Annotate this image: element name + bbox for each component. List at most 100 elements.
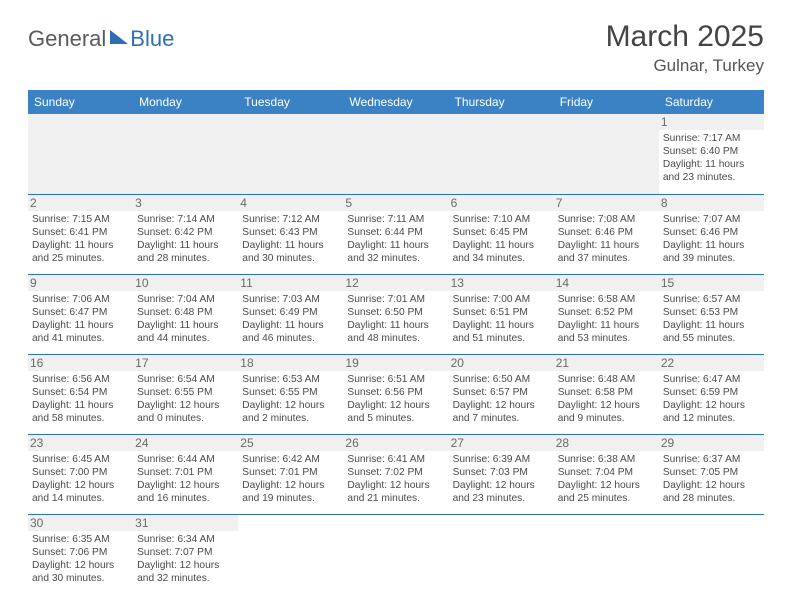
day-number: 18 — [238, 355, 343, 371]
daylight-line: Daylight: 12 hours and 14 minutes. — [32, 479, 129, 505]
day-number: 16 — [28, 355, 133, 371]
day-info: Sunrise: 6:50 AMSunset: 6:57 PMDaylight:… — [453, 373, 550, 425]
calendar-day-cell: 16Sunrise: 6:56 AMSunset: 6:54 PMDayligh… — [28, 354, 133, 434]
daylight-line: Daylight: 11 hours and 23 minutes. — [663, 158, 760, 184]
day-info: Sunrise: 6:42 AMSunset: 7:01 PMDaylight:… — [242, 453, 339, 505]
daylight-line: Daylight: 11 hours and 39 minutes. — [663, 239, 760, 265]
sunset-line: Sunset: 6:40 PM — [663, 145, 760, 158]
day-number: 13 — [449, 275, 554, 291]
daylight-line: Daylight: 12 hours and 28 minutes. — [663, 479, 760, 505]
calendar-day-cell: 12Sunrise: 7:01 AMSunset: 6:50 PMDayligh… — [343, 274, 448, 354]
calendar-day-cell: 10Sunrise: 7:04 AMSunset: 6:48 PMDayligh… — [133, 274, 238, 354]
sunset-line: Sunset: 7:05 PM — [663, 466, 760, 479]
daylight-line: Daylight: 12 hours and 16 minutes. — [137, 479, 234, 505]
daylight-line: Daylight: 12 hours and 21 minutes. — [347, 479, 444, 505]
sunset-line: Sunset: 6:55 PM — [242, 386, 339, 399]
calendar-day-cell: 4Sunrise: 7:12 AMSunset: 6:43 PMDaylight… — [238, 194, 343, 274]
sunrise-line: Sunrise: 6:38 AM — [558, 453, 655, 466]
logo: General Blue — [28, 26, 174, 52]
header: General Blue March 2025 Gulnar, Turkey — [28, 20, 764, 76]
day-number: 2 — [28, 195, 133, 211]
sunrise-line: Sunrise: 6:50 AM — [453, 373, 550, 386]
sunset-line: Sunset: 6:53 PM — [663, 306, 760, 319]
sunrise-line: Sunrise: 7:17 AM — [663, 132, 760, 145]
day-info: Sunrise: 6:58 AMSunset: 6:52 PMDaylight:… — [558, 293, 655, 345]
day-number: 12 — [343, 275, 448, 291]
weekday-header: Tuesday — [238, 90, 343, 114]
sunset-line: Sunset: 6:47 PM — [32, 306, 129, 319]
sunrise-line: Sunrise: 6:57 AM — [663, 293, 760, 306]
sunset-line: Sunset: 6:58 PM — [558, 386, 655, 399]
sunrise-line: Sunrise: 6:54 AM — [137, 373, 234, 386]
calendar-table: SundayMondayTuesdayWednesdayThursdayFrid… — [28, 90, 764, 594]
sunrise-line: Sunrise: 7:08 AM — [558, 213, 655, 226]
calendar-day-cell: 25Sunrise: 6:42 AMSunset: 7:01 PMDayligh… — [238, 434, 343, 514]
calendar-day-cell: 11Sunrise: 7:03 AMSunset: 6:49 PMDayligh… — [238, 274, 343, 354]
weekday-header: Friday — [554, 90, 659, 114]
day-number: 15 — [659, 275, 764, 291]
daylight-line: Daylight: 11 hours and 51 minutes. — [453, 319, 550, 345]
day-number: 27 — [449, 435, 554, 451]
calendar-head: SundayMondayTuesdayWednesdayThursdayFrid… — [28, 90, 764, 114]
day-info: Sunrise: 7:10 AMSunset: 6:45 PMDaylight:… — [453, 213, 550, 265]
location: Gulnar, Turkey — [606, 56, 764, 76]
calendar-day-cell: 1 Sunrise: 7:17 AMSunset: 6:40 PMDaylight… — [659, 114, 764, 194]
month-title: March 2025 — [606, 20, 764, 54]
sunset-line: Sunset: 7:02 PM — [347, 466, 444, 479]
calendar-day-cell: 15 Sunrise: 6:57 AMSunset: 6:53 PMDayligh… — [659, 274, 764, 354]
weekday-header: Saturday — [659, 90, 764, 114]
sunset-line: Sunset: 6:44 PM — [347, 226, 444, 239]
day-number: 10 — [133, 275, 238, 291]
sunset-line: Sunset: 6:43 PM — [242, 226, 339, 239]
daylight-line: Daylight: 12 hours and 30 minutes. — [32, 559, 129, 585]
sunrise-line: Sunrise: 7:04 AM — [137, 293, 234, 306]
calendar-day-cell: 18 Sunrise: 6:53 AMSunset: 6:55 PMDayligh… — [238, 354, 343, 434]
day-info: Sunrise: 7:17 AMSunset: 6:40 PMDaylight:… — [663, 132, 760, 184]
day-info: Sunrise: 7:06 AMSunset: 6:47 PMDaylight:… — [32, 293, 129, 345]
daylight-line: Daylight: 11 hours and 37 minutes. — [558, 239, 655, 265]
sunrise-line: Sunrise: 7:10 AM — [453, 213, 550, 226]
day-info: Sunrise: 6:51 AMSunset: 6:56 PMDaylight:… — [347, 373, 444, 425]
calendar-blank-cell — [238, 514, 343, 594]
day-number: 7 — [554, 195, 659, 211]
calendar-day-cell: 7Sunrise: 7:08 AMSunset: 6:46 PMDaylight… — [554, 194, 659, 274]
day-info: Sunrise: 6:53 AMSunset: 6:55 PMDaylight:… — [242, 373, 339, 425]
calendar-day-cell: 2Sunrise: 7:15 AMSunset: 6:41 PMDaylight… — [28, 194, 133, 274]
daylight-line: Daylight: 12 hours and 12 minutes. — [663, 399, 760, 425]
sunrise-line: Sunrise: 6:39 AM — [453, 453, 550, 466]
sunset-line: Sunset: 6:52 PM — [558, 306, 655, 319]
calendar-day-cell: 13Sunrise: 7:00 AMSunset: 6:51 PMDayligh… — [449, 274, 554, 354]
day-info: Sunrise: 6:57 AMSunset: 6:53 PMDaylight:… — [663, 293, 760, 345]
daylight-line: Daylight: 11 hours and 55 minutes. — [663, 319, 760, 345]
day-number: 22 — [659, 355, 764, 371]
day-number: 3 — [133, 195, 238, 211]
daylight-line: Daylight: 12 hours and 0 minutes. — [137, 399, 234, 425]
calendar-blank-cell — [554, 114, 659, 194]
day-number: 5 — [343, 195, 448, 211]
day-info: Sunrise: 6:35 AMSunset: 7:06 PMDaylight:… — [32, 533, 129, 585]
calendar-day-cell: 24Sunrise: 6:44 AMSunset: 7:01 PMDayligh… — [133, 434, 238, 514]
daylight-line: Daylight: 11 hours and 34 minutes. — [453, 239, 550, 265]
calendar-day-cell: 31Sunrise: 6:34 AMSunset: 7:07 PMDayligh… — [133, 514, 238, 594]
daylight-line: Daylight: 11 hours and 46 minutes. — [242, 319, 339, 345]
title-block: March 2025 Gulnar, Turkey — [606, 20, 764, 76]
day-info: Sunrise: 7:03 AMSunset: 6:49 PMDaylight:… — [242, 293, 339, 345]
day-number: 19 — [343, 355, 448, 371]
day-info: Sunrise: 6:48 AMSunset: 6:58 PMDaylight:… — [558, 373, 655, 425]
daylight-line: Daylight: 11 hours and 30 minutes. — [242, 239, 339, 265]
daylight-line: Daylight: 12 hours and 2 minutes. — [242, 399, 339, 425]
calendar-day-cell: 20Sunrise: 6:50 AMSunset: 6:57 PMDayligh… — [449, 354, 554, 434]
sunrise-line: Sunrise: 6:56 AM — [32, 373, 129, 386]
day-info: Sunrise: 7:07 AMSunset: 6:46 PMDaylight:… — [663, 213, 760, 265]
calendar-day-cell: 23Sunrise: 6:45 AMSunset: 7:00 PMDayligh… — [28, 434, 133, 514]
day-number: 31 — [133, 515, 238, 531]
calendar-blank-cell — [343, 114, 448, 194]
sunset-line: Sunset: 6:41 PM — [32, 226, 129, 239]
sunset-line: Sunset: 6:45 PM — [453, 226, 550, 239]
day-info: Sunrise: 6:37 AMSunset: 7:05 PMDaylight:… — [663, 453, 760, 505]
day-number: 26 — [343, 435, 448, 451]
calendar-day-cell: 21Sunrise: 6:48 AMSunset: 6:58 PMDayligh… — [554, 354, 659, 434]
weekday-header: Sunday — [28, 90, 133, 114]
sunrise-line: Sunrise: 6:51 AM — [347, 373, 444, 386]
day-number: 1 — [659, 114, 764, 130]
